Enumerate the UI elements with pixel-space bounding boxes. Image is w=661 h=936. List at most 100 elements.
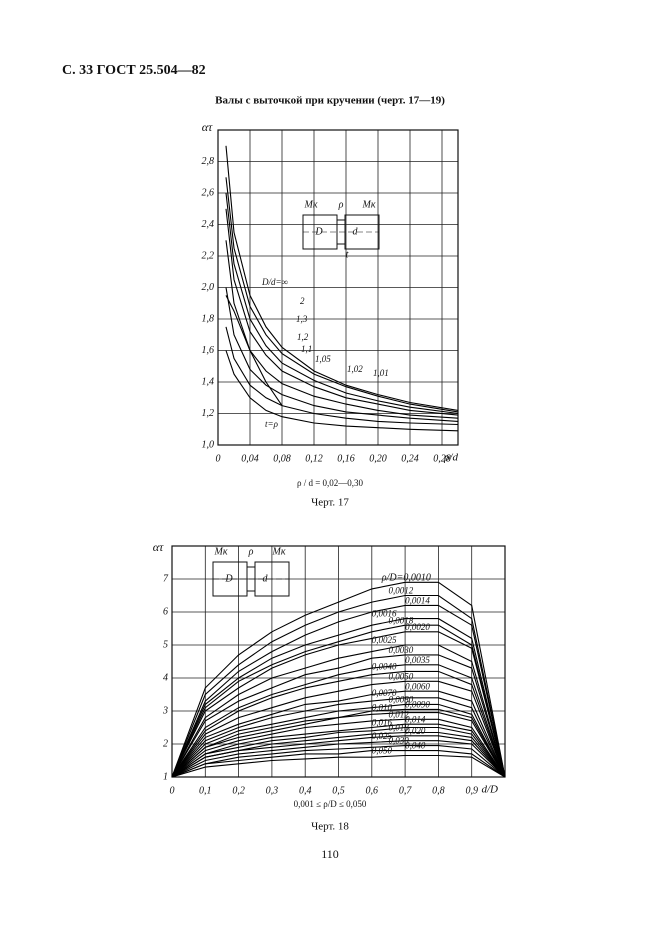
y-axis-label: ατ <box>153 540 164 554</box>
curve-label: 0,0016 <box>372 609 397 619</box>
y-tick-label: 2,6 <box>202 187 215 198</box>
inset-label: Mк <box>303 199 317 210</box>
y-axis-label: ατ <box>202 120 213 134</box>
y-tick-label: 3 <box>162 705 168 716</box>
y-tick-label: 2,2 <box>202 250 215 261</box>
curve <box>171 670 506 778</box>
inset-label: Mк <box>361 199 375 210</box>
y-tick-label: 1,0 <box>202 439 215 450</box>
curve <box>171 750 506 778</box>
chart-caption: Черт. 18 <box>311 821 349 833</box>
x-tick-label: 0,3 <box>266 785 279 796</box>
curve <box>225 295 283 406</box>
curve-label: 0,030 <box>388 736 409 746</box>
curve <box>171 718 506 778</box>
curve <box>171 754 506 778</box>
y-tick-label: 7 <box>163 573 169 584</box>
y-tick-label: 1,4 <box>202 376 215 387</box>
curve-label: 0,0030 <box>388 645 413 655</box>
x-tick-label: 0 <box>216 453 221 464</box>
curve <box>171 726 506 778</box>
y-tick-label: 2 <box>163 738 168 749</box>
y-tick-label: 1 <box>163 771 168 782</box>
curve-label: 0,010 <box>372 703 393 713</box>
inset-label: Mк <box>213 546 227 557</box>
curve <box>171 703 506 778</box>
curve <box>225 240 459 419</box>
x-tick-label: 0,8 <box>432 785 445 796</box>
shaft-right <box>344 214 380 250</box>
curve <box>225 350 459 432</box>
x-axis-label: d/D <box>482 784 499 796</box>
inset-label: d <box>263 573 269 584</box>
curve-label: 0,016 <box>372 718 393 728</box>
inset-label: D <box>224 573 233 584</box>
inset-label: Mк <box>271 546 285 557</box>
curve-label: ρ/D=0,0010 <box>381 573 431 584</box>
x-tick-label: 0,2 <box>232 785 245 796</box>
curve <box>171 624 506 778</box>
curve-label: 1,1 <box>301 344 312 354</box>
x-tick-label: 0 <box>170 785 175 796</box>
curve-label: 0,018 <box>388 723 409 733</box>
chart-note: 0,001 ≤ ρ/D ≤ 0,050 <box>294 799 367 809</box>
curve <box>171 631 506 778</box>
x-tick-label: 0,16 <box>337 453 355 464</box>
curve <box>171 680 506 778</box>
curve-label: 0,0035 <box>405 655 430 665</box>
x-tick-label: 0,08 <box>273 453 291 464</box>
curve-label: 1,01 <box>373 368 389 378</box>
page-number: 110 <box>321 847 339 861</box>
x-tick-label: 0,20 <box>369 453 387 464</box>
x-axis-label: ρ/d <box>443 452 458 464</box>
curve <box>225 326 459 426</box>
curve <box>171 745 506 778</box>
plot-frame <box>217 129 459 446</box>
curve-label: 0,0040 <box>372 661 397 671</box>
y-tick-label: 2,4 <box>202 219 215 230</box>
curve <box>225 177 459 413</box>
curve <box>171 740 506 778</box>
chart-note: ρ / d = 0,02—0,30 <box>297 478 364 488</box>
curve <box>171 664 506 778</box>
curve-label: 1,05 <box>315 354 331 364</box>
curve <box>171 654 506 778</box>
inset-label: D <box>314 226 323 237</box>
curve-label: 0,020 <box>405 726 426 736</box>
curve <box>225 145 459 411</box>
y-tick-label: 2,8 <box>202 156 215 167</box>
curve <box>171 712 506 778</box>
curve-label: 0,012 <box>388 709 409 719</box>
curve-label: 1,02 <box>347 364 363 374</box>
curve-label: 0,0050 <box>388 671 413 681</box>
x-tick-label: 0,9 <box>465 785 478 796</box>
curve-label: 0,025 <box>372 731 393 741</box>
curve <box>171 690 506 778</box>
curve-label: 0,0020 <box>405 622 430 632</box>
curve <box>171 697 506 778</box>
curve <box>171 594 506 778</box>
x-tick-label: 0,12 <box>305 453 323 464</box>
inset-label: d <box>353 226 359 237</box>
y-tick-label: 5 <box>163 639 168 650</box>
curve <box>171 723 506 778</box>
curve-label: 1,3 <box>296 314 308 324</box>
curve <box>171 581 506 778</box>
curve-label: 0,050 <box>372 746 393 756</box>
y-tick-label: 4 <box>163 672 168 683</box>
curve-label: 0,0025 <box>372 635 397 645</box>
x-tick-label: 0,1 <box>199 785 212 796</box>
x-tick-label: 0,24 <box>401 453 419 464</box>
curve <box>171 735 506 778</box>
shaft-right <box>254 561 290 597</box>
curve-label: 2 <box>300 296 305 306</box>
inset-label: t <box>346 249 349 260</box>
curve-label: 0,0012 <box>388 586 413 596</box>
curve-label: t=ρ <box>265 419 279 429</box>
curve-label: 0,040 <box>405 741 426 751</box>
x-tick-label: 0,6 <box>366 785 379 796</box>
curve <box>225 192 459 415</box>
x-tick-label: 0,4 <box>299 785 312 796</box>
x-tick-label: 0,04 <box>241 453 259 464</box>
x-tick-label: 0,28 <box>433 453 451 464</box>
